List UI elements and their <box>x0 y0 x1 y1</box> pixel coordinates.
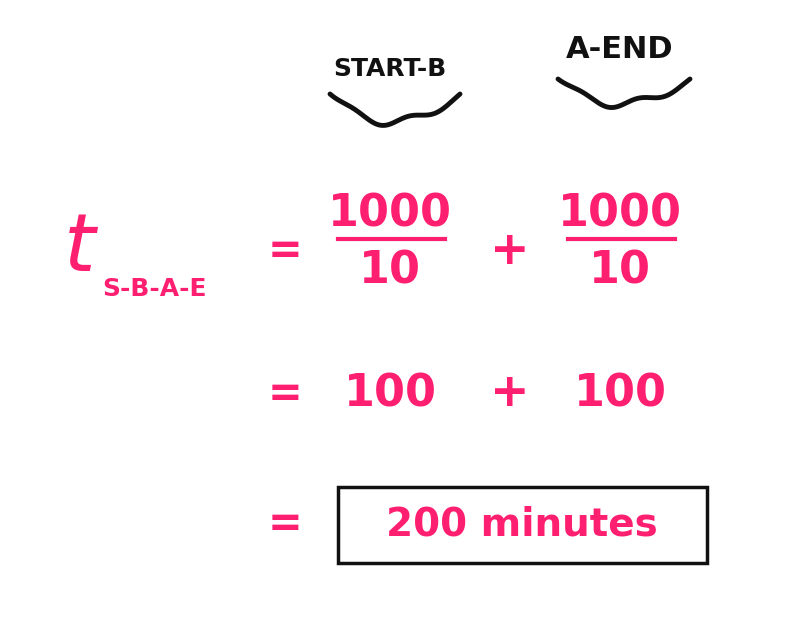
Text: =: = <box>268 503 302 545</box>
Text: A-END: A-END <box>566 35 674 64</box>
Text: 200 minutes: 200 minutes <box>386 506 658 544</box>
Text: START-B: START-B <box>334 57 446 81</box>
Text: +: + <box>490 372 530 416</box>
Text: t: t <box>64 210 96 288</box>
Text: 100: 100 <box>343 372 437 416</box>
Text: 1000: 1000 <box>328 192 452 235</box>
Text: +: + <box>490 228 530 274</box>
Text: 1000: 1000 <box>558 192 682 235</box>
Text: =: = <box>268 230 302 272</box>
Text: =: = <box>268 373 302 415</box>
Text: S-B-A-E: S-B-A-E <box>102 277 207 301</box>
Text: 10: 10 <box>359 250 421 292</box>
Text: 10: 10 <box>589 250 651 292</box>
FancyBboxPatch shape <box>338 487 707 563</box>
Text: 100: 100 <box>574 372 666 416</box>
